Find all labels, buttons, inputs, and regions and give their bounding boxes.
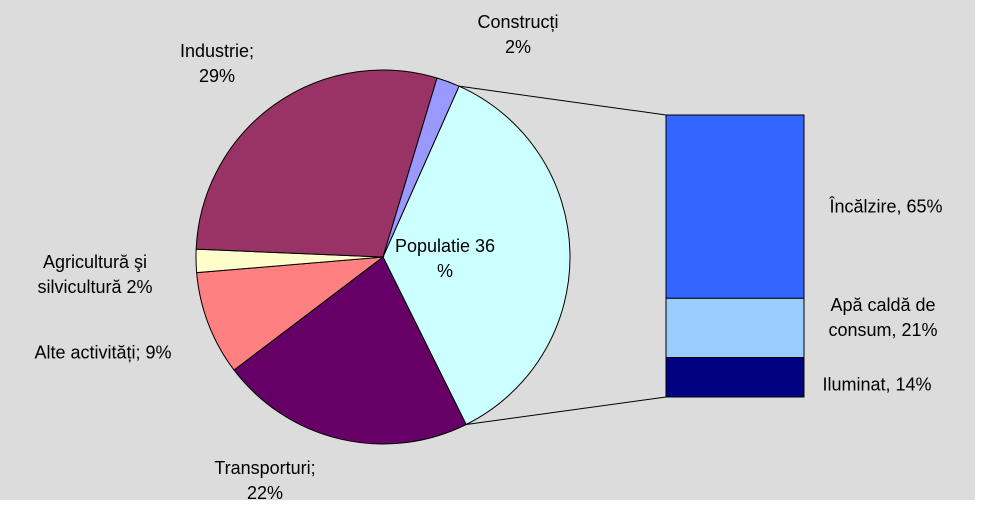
label-value: 2% <box>504 37 531 57</box>
connector-line <box>458 85 667 116</box>
label-value: 14% <box>895 374 932 395</box>
bar-segment <box>665 297 805 359</box>
label-name: Agricultură şi silvicultură <box>37 252 148 297</box>
data-label: Construcți 2% <box>463 10 573 60</box>
label-value: 65% <box>906 196 943 217</box>
label-name: Încălzire, <box>829 196 902 217</box>
label-value: 22% <box>246 483 284 503</box>
label-value: 36 % <box>436 236 496 281</box>
data-label: Iluminat, 14% <box>792 373 962 398</box>
label-value: 9% <box>145 342 172 363</box>
bar-segment <box>665 357 805 398</box>
pie-slice <box>233 256 467 445</box>
bar-segment <box>665 114 805 299</box>
connector-line <box>466 396 667 425</box>
data-label: Apă caldă de consum, 21% <box>798 293 968 343</box>
label-name: Alte activități; <box>34 342 141 363</box>
data-label: Încălzire, 65% <box>801 195 971 220</box>
pie-slice <box>195 69 438 258</box>
data-label: Transporturi; 22% <box>205 456 325 506</box>
label-name: Industrie; <box>179 41 255 61</box>
label-name: Iluminat, <box>822 374 891 395</box>
label-value: 21% <box>901 320 938 340</box>
pie-slice <box>382 85 571 426</box>
label-value: 29% <box>198 66 236 86</box>
label-name: Construcți <box>477 12 559 32</box>
label-name: Populatie <box>394 236 470 256</box>
data-label: Industrie; 29% <box>167 39 267 89</box>
data-label: Alte activități; 9% <box>18 341 188 366</box>
data-label: Populatie 36 % <box>385 234 505 284</box>
pie-slice <box>382 77 460 258</box>
label-name: Transporturi; <box>214 458 316 478</box>
data-label: Agricultură şi silvicultură 2% <box>20 250 170 300</box>
label-name: Apă caldă de consum, <box>828 295 936 340</box>
label-value: 2% <box>126 277 153 297</box>
pie-slice <box>196 256 385 371</box>
